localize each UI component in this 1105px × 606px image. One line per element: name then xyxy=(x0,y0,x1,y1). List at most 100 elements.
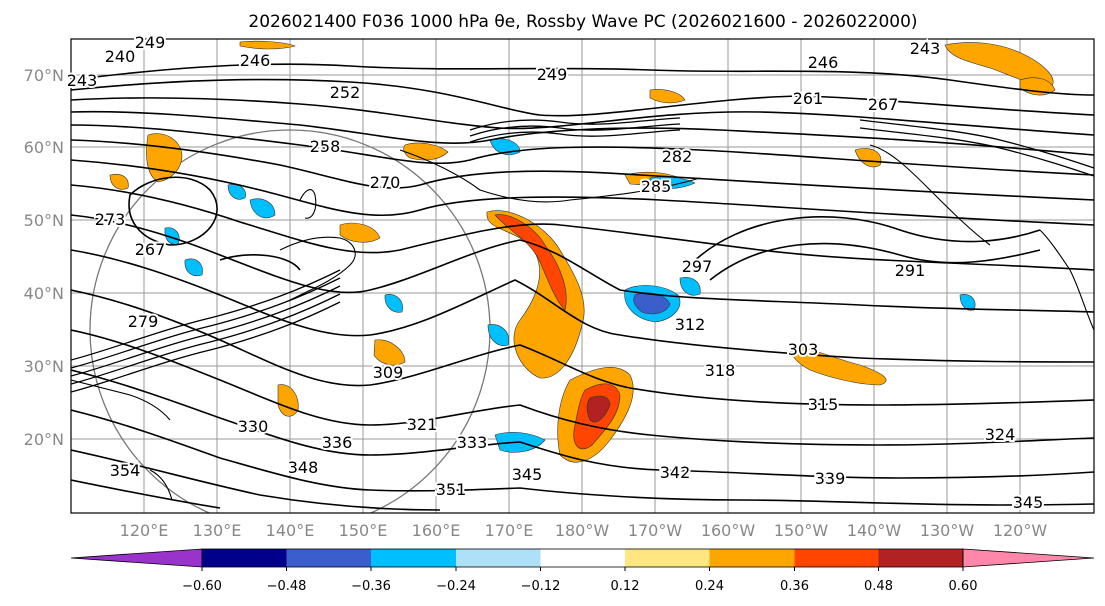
lon-label: 140°E xyxy=(266,521,315,540)
contour-label: 267 xyxy=(135,240,166,259)
contour-label: 267 xyxy=(868,95,899,114)
lon-label: 130°W xyxy=(920,521,975,540)
contour-label: 261 xyxy=(793,89,824,108)
anomaly-negative xyxy=(489,138,521,155)
contour-label: 339 xyxy=(815,469,846,488)
anomaly-negative xyxy=(959,294,976,311)
contour-label: 309 xyxy=(373,363,404,382)
contour-label: 342 xyxy=(660,463,691,482)
contour-label: 330 xyxy=(238,417,269,436)
contour-label: 258 xyxy=(310,137,341,156)
lon-label: 130°E xyxy=(193,521,242,540)
contour-label: 240 xyxy=(105,47,136,66)
lon-label: 160°W xyxy=(701,521,756,540)
lon-label: 170°E xyxy=(485,521,534,540)
colorbar-segment xyxy=(794,549,879,567)
anomaly-positive xyxy=(239,40,296,50)
coastal-dense-contours xyxy=(71,117,1094,393)
contour-label: 246 xyxy=(808,53,839,72)
colorbar-tick-label: 0.36 xyxy=(780,579,809,594)
contour-label: 246 xyxy=(240,51,271,70)
contour-label: 249 xyxy=(537,65,568,84)
anomaly-positive xyxy=(339,222,381,243)
contour-label: 345 xyxy=(512,465,543,484)
contour-label: 279 xyxy=(128,312,159,331)
anomaly-positive xyxy=(109,173,129,190)
anomaly-positive xyxy=(373,339,406,366)
lon-label: 160°E xyxy=(412,521,461,540)
colorbar: −0.60 −0.48 −0.36 −0.24 −0.12 0.12 0.24 … xyxy=(70,548,1095,594)
anomaly-negative xyxy=(184,258,203,277)
contour-label: 243 xyxy=(910,39,941,58)
theta-e-contours xyxy=(71,63,1094,511)
coastlines xyxy=(71,144,1094,501)
contour-label: 351 xyxy=(436,480,467,499)
contour-label: 282 xyxy=(662,147,693,166)
contour-label: 273 xyxy=(95,210,126,229)
contour-label: 315 xyxy=(808,395,839,414)
contour-label: 348 xyxy=(288,458,319,477)
contour-label: 285 xyxy=(641,177,672,196)
anomaly-positive-strong xyxy=(494,214,567,311)
colorbar-segment xyxy=(286,549,371,567)
colorbar-extend-min xyxy=(70,548,203,568)
contour-label: 354 xyxy=(110,461,141,480)
contour-label: 249 xyxy=(135,33,166,52)
lon-label: 170°W xyxy=(628,521,683,540)
contour-label: 318 xyxy=(705,361,736,380)
colorbar-segment xyxy=(709,549,795,567)
contour-label: 297 xyxy=(682,257,713,276)
colorbar-tick-label: 0.60 xyxy=(949,579,978,594)
contour-label: 321 xyxy=(407,415,438,434)
lat-label: 70°N xyxy=(24,66,64,85)
longitude-labels: 120°E 130°E 140°E 150°E 160°E 170°E 180°… xyxy=(120,521,1048,540)
colorbar-tick-label: −0.12 xyxy=(521,579,561,594)
lon-label: 120°E xyxy=(120,521,169,540)
colorbar-tick-label: 0.24 xyxy=(695,579,724,594)
contour-label: 270 xyxy=(370,173,401,192)
colorbar-segment xyxy=(456,549,541,567)
colorbar-tick-label: −0.60 xyxy=(182,579,222,594)
colorbar-tick-label: 0.12 xyxy=(611,579,640,594)
lon-label: 180°W xyxy=(555,521,610,540)
contour-label: 252 xyxy=(330,83,361,102)
lon-label: 120°W xyxy=(993,521,1048,540)
lat-label: 30°N xyxy=(24,357,64,376)
latitude-labels: 70°N 60°N 50°N 40°N 30°N 20°N xyxy=(24,66,64,449)
anomaly-negative xyxy=(487,324,510,346)
colorbar-tick-label: −0.24 xyxy=(436,579,476,594)
anomaly-negative xyxy=(679,277,701,296)
colorbar-tick-label: 0.48 xyxy=(864,579,893,594)
colorbar-segment xyxy=(540,549,625,567)
anomaly-positive xyxy=(649,89,686,104)
anomaly-positive-strongest xyxy=(586,395,611,423)
contour-label: 243 xyxy=(67,71,98,90)
contour-label: 336 xyxy=(322,433,353,452)
colorbar-tick-label: −0.48 xyxy=(267,579,307,594)
lat-label: 50°N xyxy=(24,211,64,230)
lat-label: 60°N xyxy=(24,138,64,157)
anomaly-positive xyxy=(277,384,299,417)
lon-label: 150°W xyxy=(774,521,829,540)
colorbar-segment xyxy=(371,549,456,567)
contour-label: 345 xyxy=(1013,493,1044,512)
contour-label: 333 xyxy=(457,433,488,452)
anomaly-negative xyxy=(384,294,403,313)
lat-label: 40°N xyxy=(24,284,64,303)
colorbar-tick-label: −0.36 xyxy=(351,579,391,594)
figure-title: 2026021400 F036 1000 hPa θe, Rossby Wave… xyxy=(248,12,917,32)
lon-label: 150°E xyxy=(339,521,388,540)
map-frame xyxy=(70,38,1095,514)
colorbar-segment xyxy=(202,549,287,567)
colorbar-segment xyxy=(878,549,963,567)
colorbar-segment xyxy=(625,549,710,567)
contour-label: 324 xyxy=(985,425,1016,444)
lat-label: 20°N xyxy=(24,430,64,449)
colorbar-frame xyxy=(201,548,964,568)
contour-label: 312 xyxy=(675,315,706,334)
lon-label: 140°W xyxy=(847,521,902,540)
anomaly-negative xyxy=(249,198,276,219)
contour-label: 291 xyxy=(895,261,926,280)
